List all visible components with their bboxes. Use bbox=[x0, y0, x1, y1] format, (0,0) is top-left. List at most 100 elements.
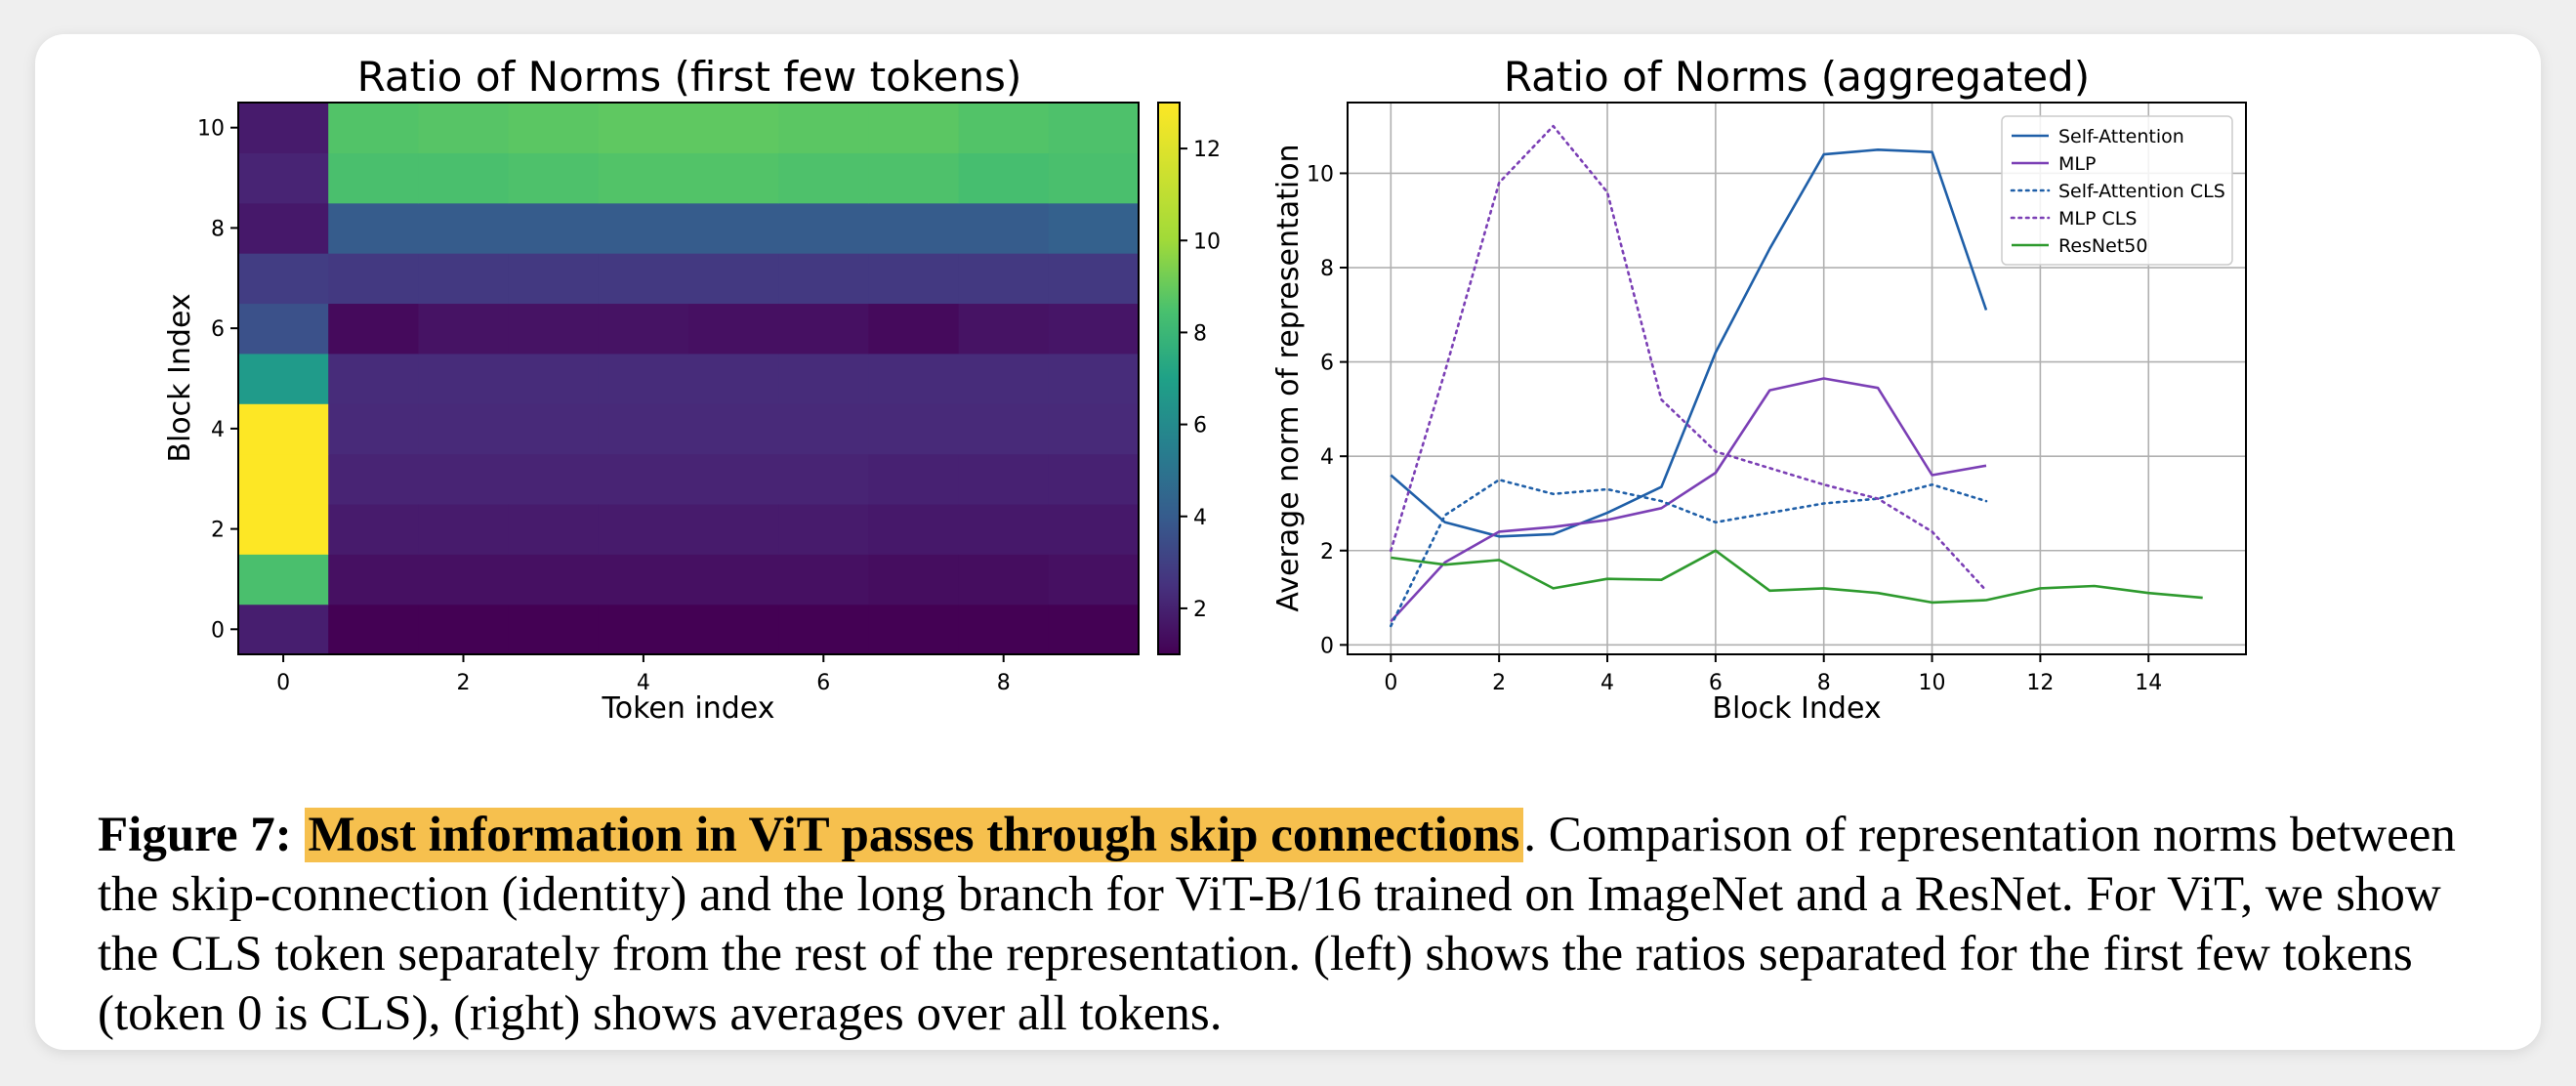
line-chart-x-tick-label: 2 bbox=[1492, 671, 1506, 695]
heatmap-cell bbox=[688, 152, 779, 204]
heatmap-cell bbox=[508, 202, 600, 254]
heatmap-cell bbox=[868, 303, 960, 355]
heatmap-cell bbox=[328, 103, 419, 153]
heatmap-cell bbox=[238, 554, 329, 606]
heatmap-cell bbox=[418, 503, 510, 555]
heatmap-x-tick-label: 0 bbox=[276, 671, 290, 695]
heatmap-cell bbox=[238, 202, 329, 254]
line-chart-x-label: Block Index bbox=[1712, 691, 1881, 726]
series-line bbox=[1390, 478, 1988, 628]
line-chart-y-tick-label: 10 bbox=[1307, 162, 1334, 187]
heatmap-cell bbox=[778, 403, 869, 455]
heatmap-cell bbox=[508, 353, 600, 404]
heatmap-cell bbox=[688, 202, 779, 254]
heatmap-cell bbox=[778, 303, 869, 355]
heatmap-cell bbox=[958, 453, 1050, 505]
heatmap-cell bbox=[598, 303, 689, 355]
legend-box bbox=[2001, 115, 2233, 266]
line-chart-x-tick-label: 0 bbox=[1384, 671, 1397, 695]
heatmap-cell bbox=[688, 554, 779, 606]
heatmap-cell bbox=[688, 604, 779, 655]
heatmap-cell bbox=[868, 554, 960, 606]
heatmap-cell bbox=[688, 253, 779, 305]
colorbar-tick-label: 10 bbox=[1193, 230, 1221, 254]
heatmap-cell bbox=[238, 303, 329, 355]
heatmap-frame bbox=[237, 102, 1140, 655]
heatmap-cell bbox=[328, 403, 419, 455]
heatmap-cell bbox=[1048, 503, 1140, 555]
heatmap-cell bbox=[688, 103, 779, 153]
line-chart-x-tick-label: 14 bbox=[2135, 671, 2162, 695]
heatmap-cell bbox=[1048, 403, 1140, 455]
heatmap-cell bbox=[328, 152, 419, 204]
heatmap-cell bbox=[508, 503, 600, 555]
heatmap-cell bbox=[1048, 103, 1140, 153]
heatmap-cell bbox=[238, 604, 329, 655]
heatmap-cell bbox=[868, 103, 960, 153]
heatmap-x-tick-label: 6 bbox=[816, 671, 830, 695]
heatmap-cell bbox=[508, 604, 600, 655]
heatmap-cell bbox=[958, 503, 1050, 555]
line-chart-frame bbox=[1347, 102, 2247, 655]
heatmap-cell bbox=[598, 604, 689, 655]
line-chart-x-tick-label: 4 bbox=[1600, 671, 1614, 695]
heatmap-x-tick-label: 4 bbox=[637, 671, 650, 695]
legend-label: ResNet50 bbox=[2058, 235, 2147, 257]
heatmap-cell bbox=[598, 253, 689, 305]
heatmap-cell bbox=[778, 554, 869, 606]
line-chart-x-tick-label: 12 bbox=[2026, 671, 2054, 695]
line-chart-x-tick-label: 8 bbox=[1817, 671, 1831, 695]
colorbar-ticks: 2 4 6 8 10 12 bbox=[1180, 138, 1221, 622]
heatmap-cell bbox=[778, 503, 869, 555]
heatmap-cell bbox=[868, 202, 960, 254]
line-chart-x-tick-label: 10 bbox=[1919, 671, 1946, 695]
series-line bbox=[1390, 124, 1988, 593]
heatmap-cell bbox=[1048, 353, 1140, 404]
heatmap-cell bbox=[418, 403, 510, 455]
heatmap-cell bbox=[418, 152, 510, 204]
heatmap-cell bbox=[958, 303, 1050, 355]
colorbar-tick-label: 8 bbox=[1193, 321, 1207, 346]
heatmap-cell bbox=[508, 554, 600, 606]
heatmap-cell bbox=[508, 453, 600, 505]
heatmap-cell bbox=[868, 353, 960, 404]
heatmap-cell bbox=[958, 554, 1050, 606]
heatmap-cell bbox=[598, 403, 689, 455]
heatmap-cell bbox=[328, 253, 419, 305]
heatmap-cell bbox=[418, 554, 510, 606]
heatmap-cell bbox=[418, 303, 510, 355]
line-chart-y-tick-label: 6 bbox=[1320, 352, 1334, 376]
heatmap-cell bbox=[958, 604, 1050, 655]
legend-label: Self-Attention CLS bbox=[2058, 181, 2225, 202]
heatmap-y-label: Block Index bbox=[163, 293, 197, 462]
heatmap-y-tick-label: 6 bbox=[211, 317, 225, 342]
heatmap-cell bbox=[418, 253, 510, 305]
line-chart: Ratio of Norms (aggregated) 0 2 4 6 8 10 12 14 … bbox=[1271, 53, 2247, 726]
heatmap-cell bbox=[778, 604, 869, 655]
series-line bbox=[1390, 148, 1988, 538]
caption-label: Figure 7: bbox=[98, 808, 292, 862]
line-chart-legend: Self-Attention MLP Self-Attention CLS MLP C… bbox=[2001, 115, 2233, 266]
heatmap-cell bbox=[598, 353, 689, 404]
heatmap-cell bbox=[598, 152, 689, 204]
heatmap-cells bbox=[238, 103, 1140, 655]
line-chart-series bbox=[1390, 124, 2203, 628]
heatmap-cell bbox=[508, 152, 600, 204]
heatmap-cell bbox=[598, 554, 689, 606]
heatmap-cell bbox=[958, 152, 1050, 204]
line-chart-y-label: Average norm of representation bbox=[1271, 144, 1306, 611]
colorbar-tick-label: 2 bbox=[1193, 598, 1207, 622]
heatmap-x-tick-label: 8 bbox=[997, 671, 1011, 695]
heatmap-cell bbox=[1048, 152, 1140, 204]
heatmap-cell bbox=[868, 503, 960, 555]
heatmap-cell bbox=[868, 253, 960, 305]
heatmap-cell bbox=[328, 453, 419, 505]
heatmap-cell bbox=[778, 202, 869, 254]
heatmap-cell bbox=[958, 103, 1050, 153]
heatmap-cell bbox=[778, 453, 869, 505]
line-chart-x-tick-label: 6 bbox=[1709, 671, 1723, 695]
heatmap-cell bbox=[868, 453, 960, 505]
series-line bbox=[1391, 549, 2203, 605]
